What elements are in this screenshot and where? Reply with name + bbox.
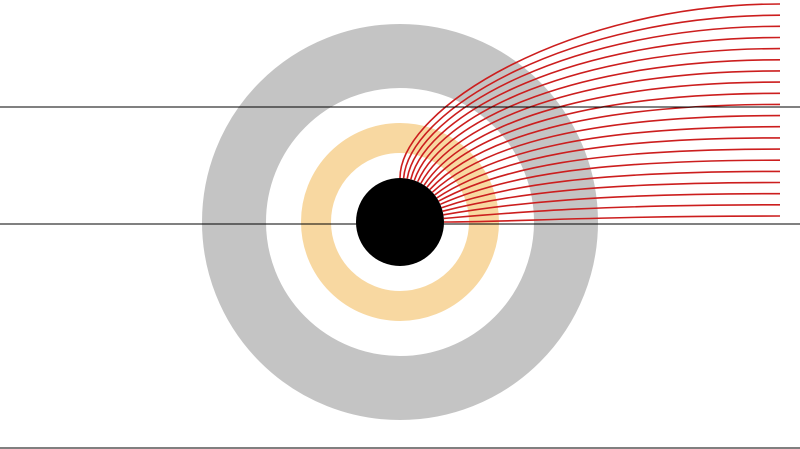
black-core — [356, 178, 444, 266]
